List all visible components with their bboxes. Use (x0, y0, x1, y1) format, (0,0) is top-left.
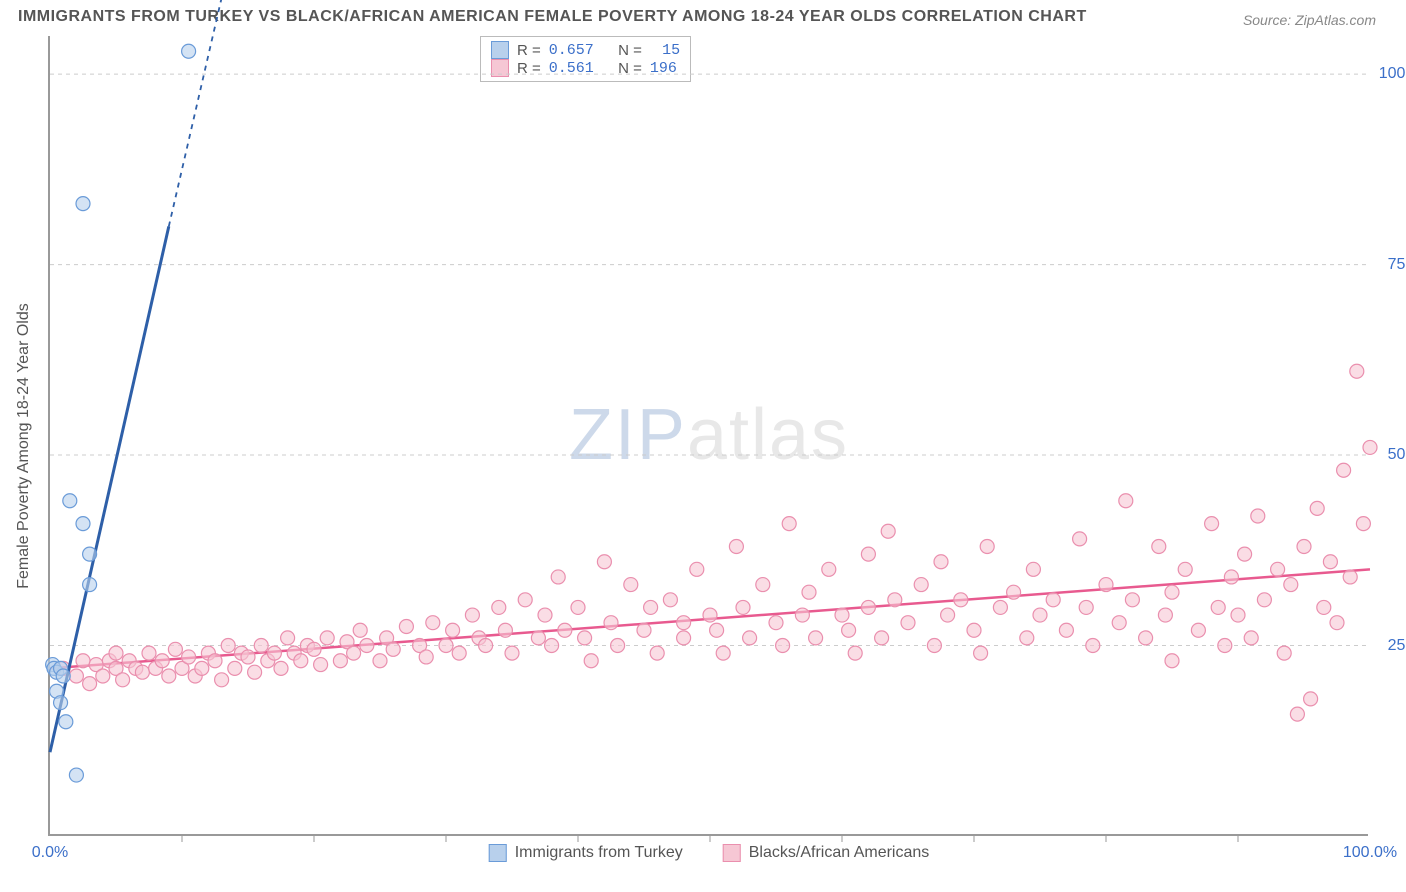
swatch-turkey-icon (489, 844, 507, 862)
y-tick-label: 25.0% (1388, 637, 1406, 655)
y-axis-label: Female Poverty Among 18-24 Year Olds (15, 303, 33, 589)
plot-svg (50, 36, 1368, 834)
x-tick-label: 100.0% (1343, 844, 1397, 862)
legend-label-black: Blacks/African Americans (749, 844, 930, 862)
chart-title: IMMIGRANTS FROM TURKEY VS BLACK/AFRICAN … (18, 8, 1087, 26)
x-tick-label: 0.0% (32, 844, 68, 862)
source-attribution: Source: ZipAtlas.com (1243, 12, 1376, 28)
y-tick-label: 50.0% (1388, 446, 1406, 464)
swatch-black-icon (723, 844, 741, 862)
y-tick-label: 100.0% (1379, 65, 1406, 83)
series-legend: Immigrants from Turkey Blacks/African Am… (489, 844, 930, 862)
scatter-plot: ZIPatlas R = 0.657 N = 15 R = 0.561 N = … (48, 36, 1368, 836)
legend-label-turkey: Immigrants from Turkey (515, 844, 683, 862)
legend-item-black: Blacks/African Americans (723, 844, 930, 862)
legend-item-turkey: Immigrants from Turkey (489, 844, 683, 862)
y-tick-label: 75.0% (1388, 256, 1406, 274)
